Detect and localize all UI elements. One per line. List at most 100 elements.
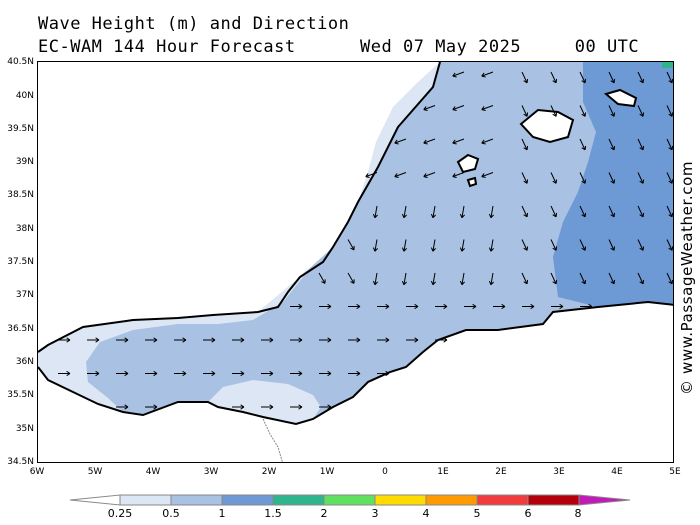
legend-swatch (170, 494, 223, 506)
wave-arrow (459, 272, 465, 286)
wave-arrow (488, 239, 494, 252)
wave-arrow (261, 337, 274, 343)
legend-label: 1 (218, 507, 226, 520)
lon-label: 4W (145, 467, 161, 477)
wave-arrow (459, 239, 465, 252)
wave-arrow (452, 71, 465, 78)
lat-label: 36N (15, 357, 34, 367)
legend-swatch (425, 494, 478, 506)
wave-arrow (521, 71, 529, 84)
wave-arrow (579, 71, 587, 84)
wave-arrow (203, 337, 216, 343)
wave-height-map (38, 62, 673, 462)
wave-arrow (348, 370, 361, 377)
wave-arrow (145, 404, 158, 410)
legend-label: 6 (524, 507, 532, 520)
wave-arrow (637, 105, 645, 117)
lat-label: 40.5N (7, 57, 34, 67)
legend-label: 3 (371, 507, 379, 520)
wave-arrow (430, 272, 436, 286)
lon-label: 2W (261, 467, 277, 477)
wave-arrow (521, 272, 529, 285)
wave-arrow (608, 205, 616, 218)
lat-label: 40N (15, 91, 34, 101)
lat-label: 34.5N (7, 457, 34, 467)
wave-arrow (550, 205, 558, 218)
island-ibiza (456, 153, 480, 174)
wave-arrow (377, 370, 390, 377)
wave-arrow (521, 239, 529, 251)
wave-arrow (318, 272, 326, 284)
wave-arrow (319, 404, 332, 410)
lon-label: 2E (495, 467, 507, 477)
wave-arrow (116, 337, 129, 343)
wave-arrow (406, 337, 419, 343)
sea-region (38, 62, 673, 424)
lon-label: 3E (553, 467, 565, 477)
wave-arrow (666, 172, 673, 184)
higher-waves-corner (662, 62, 673, 68)
wave-arrow (377, 303, 390, 310)
wave-arrow (551, 303, 564, 310)
wave-arrow (58, 337, 71, 343)
wave-arrow (430, 205, 436, 219)
wave-arrow (666, 239, 673, 251)
wave-arrow (464, 303, 477, 310)
wave-arrow (608, 71, 616, 84)
wave-arrow (579, 272, 587, 285)
wave-arrow (666, 105, 673, 117)
wave-arrow (261, 404, 274, 410)
wave-arrow (401, 272, 407, 286)
lon-label: 5E (669, 467, 681, 477)
wave-arrow (394, 138, 407, 145)
wave-arrow (406, 303, 419, 310)
lat-label: 36.5N (7, 324, 34, 334)
wave-arrow (290, 370, 303, 377)
coastline-africa (38, 300, 673, 426)
legend-label: 5 (473, 507, 481, 520)
country-border (262, 418, 283, 462)
wave-arrow (608, 172, 616, 184)
legend-arrow-low (69, 494, 121, 506)
wave-arrow (521, 205, 529, 218)
island-formentera (466, 176, 478, 188)
wave-arrow (116, 370, 129, 377)
wave-arrow (232, 370, 245, 377)
wave-arrow (550, 71, 558, 84)
lon-label: 5W (87, 467, 103, 477)
island-menorca (603, 88, 638, 108)
wave-arrow (116, 404, 129, 410)
lat-label: 35.5N (7, 390, 34, 400)
legend-label: 2 (320, 507, 328, 520)
wave-arrow (348, 337, 361, 343)
wave-arrow (521, 172, 529, 184)
wave-arrow (481, 105, 494, 111)
wave-arrow (423, 105, 436, 111)
wave-arrow (290, 337, 303, 343)
wave-arrow (377, 337, 390, 343)
legend-swatch (527, 494, 580, 506)
legend-swatch (476, 494, 529, 506)
wave-arrow (459, 205, 465, 219)
wave-arrow (348, 303, 361, 310)
wave-arrow (666, 138, 673, 151)
legend-swatch (272, 494, 325, 506)
wave-arrow (637, 205, 645, 218)
lat-label: 37.5N (7, 257, 34, 267)
wave-arrow (319, 337, 332, 343)
wave-arrow (58, 370, 71, 377)
wave-arrow (522, 303, 535, 310)
wave-arrow (579, 239, 587, 251)
wave-arrow (174, 370, 187, 377)
wave-arrow (290, 303, 303, 310)
wave-arrow (637, 172, 645, 184)
wave-arrow (608, 272, 616, 285)
wave-arrow (365, 172, 378, 178)
legend-swatch (374, 494, 427, 506)
wave-arrow (290, 404, 303, 410)
wave-arrow (488, 272, 494, 286)
wave-arrow (481, 138, 494, 145)
wave-arrow (637, 272, 645, 285)
wave-arrow (232, 337, 245, 343)
wave-arrow (145, 370, 158, 377)
